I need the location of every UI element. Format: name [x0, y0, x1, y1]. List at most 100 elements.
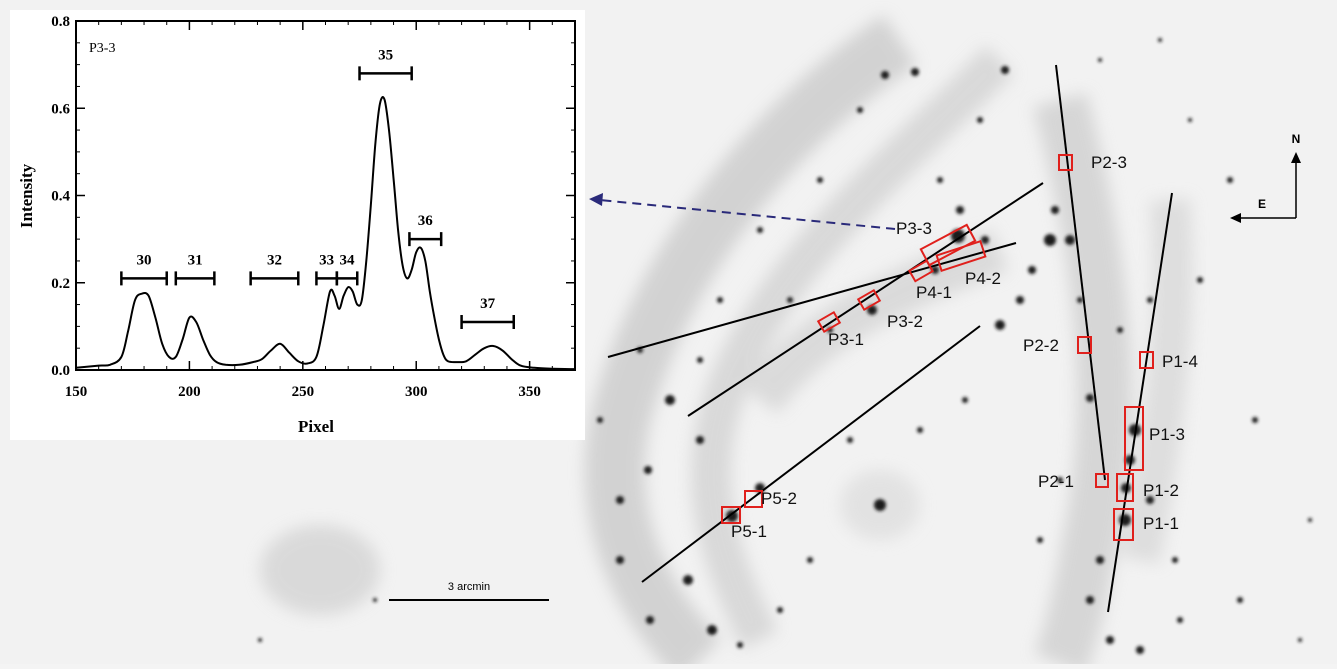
knot	[597, 417, 603, 423]
knot	[1147, 297, 1153, 303]
knot	[1172, 557, 1178, 563]
knot	[777, 607, 783, 613]
line-range-31: 31	[174, 252, 216, 286]
knot	[707, 625, 717, 635]
knot	[696, 436, 704, 444]
knot	[956, 206, 964, 214]
knot	[644, 466, 652, 474]
scale-bar: 3 arcmin	[389, 581, 549, 601]
line-range-36: 36	[408, 213, 443, 247]
line-range-34: 34	[335, 252, 359, 286]
x-tick-label: 150	[65, 384, 88, 400]
knot	[1237, 597, 1243, 603]
knot	[1098, 58, 1102, 62]
intensity-line	[75, 96, 576, 371]
knot	[1051, 206, 1059, 214]
x-tick-label: 250	[292, 384, 315, 400]
slit-label-p2-2: P2-2	[1023, 336, 1059, 355]
knot	[1016, 296, 1024, 304]
knot	[1252, 417, 1258, 423]
knot	[1086, 394, 1094, 402]
knot	[665, 395, 675, 405]
y-tick-label: 0.0	[51, 363, 70, 379]
knot	[1001, 66, 1009, 74]
knot	[1158, 38, 1162, 42]
x-tick-label: 350	[518, 384, 541, 400]
knot	[1086, 596, 1094, 604]
line-range-33: 33	[315, 252, 339, 286]
compass-east-label: E	[1258, 197, 1266, 211]
knot	[962, 397, 968, 403]
y-tick-label: 0.4	[51, 189, 70, 205]
chart-annotations: 30 31 32 33 34 35 36 37	[120, 47, 516, 330]
knot	[787, 297, 793, 303]
x-tick-label: 200	[178, 384, 201, 400]
knot	[258, 638, 262, 642]
knot	[757, 227, 763, 233]
pointer-arrow	[589, 193, 896, 230]
y-axis-label: Intensity	[17, 163, 36, 228]
intensity-profile-inset: 150 200 250 300 350 0.0 0.2 0.4 0.6 0.8 30 31 32 33 3…	[10, 10, 585, 440]
knot	[1106, 636, 1114, 644]
knot	[1037, 537, 1043, 543]
range-label: 34	[340, 252, 356, 268]
line-range-30: 30	[120, 252, 168, 286]
range-label: 30	[137, 252, 152, 268]
knot	[697, 357, 703, 363]
panel-label: P3-3	[89, 41, 115, 56]
knot	[1197, 277, 1203, 283]
knot	[857, 107, 863, 113]
knot	[717, 297, 723, 303]
scale-bar-label: 3 arcmin	[448, 581, 490, 593]
knot	[646, 616, 654, 624]
range-label: 32	[267, 252, 282, 268]
slit-label-p4-1: P4-1	[916, 283, 952, 302]
knot	[616, 556, 624, 564]
knot	[917, 427, 923, 433]
y-tick-label: 0.6	[51, 101, 70, 117]
knot	[995, 320, 1005, 330]
slit-label-p1-1: P1-1	[1143, 514, 1179, 533]
range-label: 35	[378, 47, 393, 63]
knot	[1057, 477, 1063, 483]
line-range-37: 37	[460, 296, 516, 330]
slit-label-p1-2: P1-2	[1143, 481, 1179, 500]
knot	[1146, 496, 1154, 504]
knot	[726, 510, 738, 522]
knot	[807, 557, 813, 563]
knot	[881, 71, 889, 79]
knot	[1065, 235, 1075, 245]
slit-label-p3-1: P3-1	[828, 330, 864, 349]
knot	[977, 117, 983, 123]
slit-label-p1-4: P1-4	[1162, 352, 1198, 371]
knot	[1308, 518, 1312, 522]
knot	[1096, 556, 1104, 564]
star-forming-knots	[258, 38, 1312, 654]
x-axis-label: Pixel	[298, 417, 334, 436]
knot	[683, 575, 693, 585]
slit-label-p3-3: P3-3	[896, 219, 932, 238]
knot	[817, 177, 823, 183]
knot	[1044, 234, 1056, 246]
line-range-32: 32	[249, 252, 300, 286]
knot	[911, 68, 919, 76]
knot	[1177, 617, 1183, 623]
range-label: 33	[319, 252, 334, 268]
knot	[847, 437, 853, 443]
range-label: 31	[188, 252, 203, 268]
x-tick-label: 300	[405, 384, 428, 400]
slit-label-p2-3: P2-3	[1091, 153, 1127, 172]
knot	[1227, 177, 1233, 183]
slit-label-p2-1: P2-1	[1038, 472, 1074, 491]
knot	[737, 642, 743, 648]
knot	[874, 499, 886, 511]
knot	[1136, 646, 1144, 654]
y-tick-label: 0.8	[51, 14, 70, 30]
knot	[951, 229, 965, 243]
slit-lines	[607, 64, 1173, 613]
slit-label-p3-2: P3-2	[887, 312, 923, 331]
knot	[1117, 327, 1123, 333]
spiral-arms	[260, 15, 1193, 669]
